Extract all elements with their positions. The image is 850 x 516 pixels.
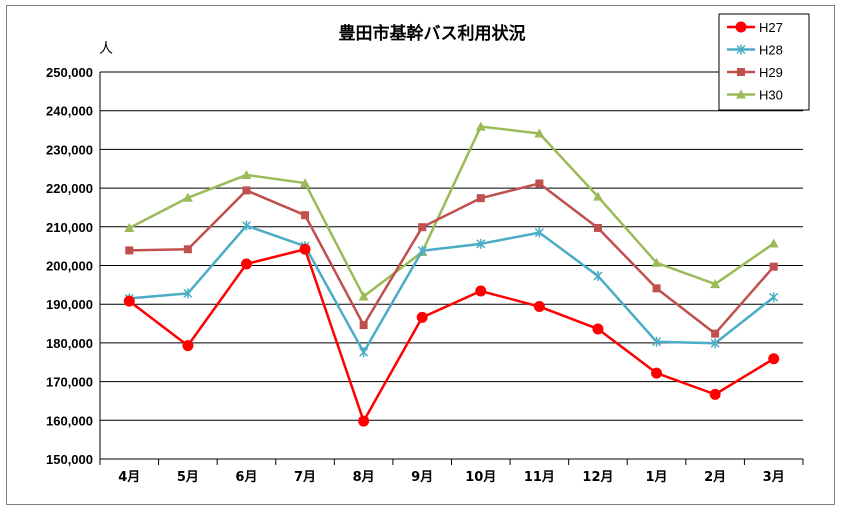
legend-item-h28: H28: [727, 43, 783, 58]
data-point-triangle: [592, 191, 603, 201]
data-point-square: [476, 194, 485, 203]
y-axis-unit-label: 人: [99, 41, 113, 57]
data-point-triangle: [241, 169, 252, 179]
x-tick-label: 5月: [177, 470, 199, 485]
data-point-square: [769, 262, 778, 271]
data-point-square: [183, 245, 192, 254]
series-h27: [123, 243, 780, 427]
line-chart: 豊田市基幹バス利用状況 人 150,000 160,000 170,000 180,0…: [46, 13, 810, 485]
data-point-triangle: [182, 192, 193, 202]
legend-label: H29: [759, 65, 783, 80]
x-tick-label: 6月: [235, 470, 257, 485]
series-h28: [124, 220, 779, 358]
chart-frame: 豊田市基幹バス利用状況 人 150,000 160,000 170,000 180,0…: [6, 5, 835, 505]
data-point-circle: [735, 21, 747, 33]
series-line: [129, 182, 775, 335]
y-tick-label: 220,000: [46, 181, 93, 196]
data-point-circle: [533, 301, 545, 313]
x-tick-label: 3月: [763, 470, 785, 485]
legend-label: H30: [759, 88, 783, 103]
x-tick-label: 10月: [465, 470, 496, 485]
y-tick-label: 230,000: [46, 142, 93, 157]
data-point-circle: [240, 258, 252, 270]
data-point-star: [652, 336, 662, 347]
data-point-triangle: [651, 257, 662, 267]
x-tick-label: 1月: [646, 470, 668, 485]
data-point-star: [769, 292, 779, 303]
y-tick-label: 250,000: [46, 65, 93, 80]
data-point-square: [242, 186, 251, 195]
y-tick-label: 170,000: [46, 375, 93, 390]
data-point-circle: [182, 340, 194, 352]
data-point-square: [711, 329, 720, 338]
data-point-triangle: [534, 128, 545, 138]
data-point-circle: [299, 243, 311, 255]
data-point-circle: [475, 285, 487, 297]
data-point-square: [737, 68, 745, 76]
data-point-circle: [123, 295, 135, 307]
data-point-circle: [651, 367, 663, 379]
data-point-square: [359, 321, 368, 330]
x-tick-label: 12月: [582, 470, 613, 485]
chart-title: 豊田市基幹バス利用状況: [339, 23, 526, 44]
data-point-star: [476, 238, 486, 249]
x-tick-label: 9月: [411, 470, 433, 485]
data-point-circle: [358, 415, 370, 427]
x-tick-label: 4月: [118, 470, 140, 485]
y-tick-label: 240,000: [46, 104, 93, 119]
y-tick-label: 150,000: [46, 452, 93, 467]
series-line: [129, 224, 775, 354]
data-point-star: [534, 227, 544, 238]
legend-label: H27: [759, 20, 783, 35]
data-point-square: [652, 284, 661, 293]
y-tick-label: 200,000: [46, 259, 93, 274]
series-line: [128, 125, 775, 298]
data-point-circle: [709, 388, 721, 400]
series-line: [128, 247, 775, 423]
data-point-circle: [768, 353, 780, 365]
data-point-square: [593, 223, 602, 232]
data-point-square: [125, 246, 134, 255]
series-h30: [124, 121, 779, 301]
data-point-star: [593, 270, 603, 281]
data-point-star: [417, 245, 427, 256]
legend-label: H28: [759, 43, 783, 58]
x-axis-ticks: 4月 5月 6月 7月 8月 9月 10月 11月 12月 1月 2月 3月: [118, 470, 784, 485]
data-point-triangle: [768, 238, 779, 248]
y-tick-label: 180,000: [46, 336, 93, 351]
data-point-triangle: [124, 222, 135, 232]
data-point-triangle: [475, 121, 486, 131]
data-point-triangle: [710, 279, 721, 289]
data-point-star: [736, 44, 746, 55]
legend: H27 H28 H29 H30: [718, 13, 810, 111]
x-tick-label: 2月: [704, 470, 726, 485]
y-tick-label: 190,000: [46, 297, 93, 312]
data-point-triangle: [736, 89, 746, 99]
x-tick-label: 11月: [524, 470, 555, 485]
y-axis-ticks: 150,000 160,000 170,000 180,000 190,000 200,0…: [46, 65, 93, 467]
series-h29: [125, 179, 778, 338]
data-point-square: [535, 179, 544, 188]
data-point-star: [241, 220, 251, 231]
data-point-triangle: [358, 291, 369, 301]
data-point-square: [418, 223, 427, 232]
data-point-circle: [416, 311, 428, 323]
x-tick-label: 8月: [353, 470, 375, 485]
x-tick-label: 7月: [294, 470, 316, 485]
data-point-circle: [592, 323, 604, 335]
data-point-triangle: [300, 178, 311, 188]
y-tick-label: 210,000: [46, 220, 93, 235]
series-group: [123, 121, 780, 427]
legend-item-h29: H29: [727, 65, 783, 80]
legend-item-h30: H30: [727, 88, 783, 103]
gridlines: [99, 71, 804, 465]
data-point-square: [301, 211, 310, 220]
legend-item-h27: H27: [727, 20, 783, 35]
data-point-star: [710, 338, 720, 349]
y-tick-label: 160,000: [46, 413, 93, 428]
data-point-star: [183, 288, 193, 299]
data-point-star: [359, 347, 369, 358]
